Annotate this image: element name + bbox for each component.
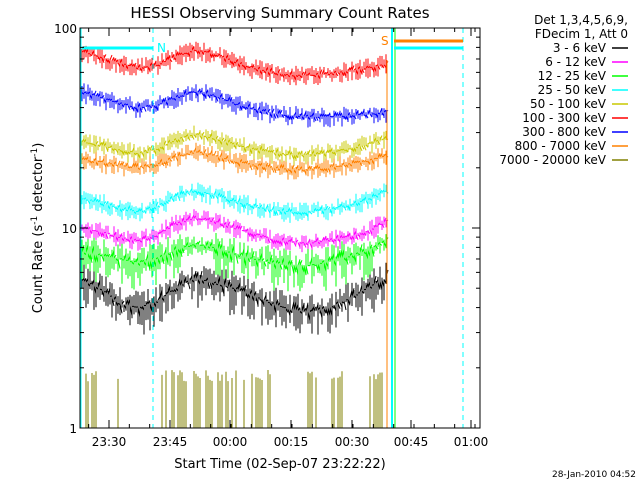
x-tick-label: 00:00 [213, 435, 248, 449]
y-tick-label: 10 [62, 222, 77, 236]
legend-label-50-100-kev: 50 - 100 keV [530, 97, 607, 111]
y-axis-label-part: Count Rate (s [31, 225, 46, 314]
y-tick-label: 100 [54, 22, 77, 36]
series-line-300-800-kev [81, 83, 389, 128]
legend-label-6-12-kev: 6 - 12 keV [545, 55, 607, 69]
legend-label-3-6-kev: 3 - 6 keV [553, 41, 607, 55]
y-axis-label-end: ) [31, 143, 46, 148]
plot-frame [79, 27, 481, 429]
x-tick-label: 01:00 [454, 435, 489, 449]
x-tick-label: 00:15 [274, 435, 309, 449]
legend-label-7000-20000-kev: 7000 - 20000 keV [499, 153, 606, 167]
legend-header-line2: FDecim 1, Att 0 [535, 27, 628, 41]
series-line-800-7000-kev [81, 142, 389, 180]
y-axis-label-sup: -1 [30, 216, 40, 225]
marker-label-n: N [157, 41, 166, 55]
x-axis-label: Start Time (02-Sep-07 23:22:22) [174, 457, 385, 472]
series-line-7000-20000-kev [85, 370, 383, 428]
legend-label-800-7000-kev: 800 - 7000 keV [515, 139, 607, 153]
x-tick-label: 23:30 [92, 435, 127, 449]
series-line-50-100-kev [81, 125, 389, 166]
marker-label-s: S [381, 34, 389, 48]
y-axis-label-sup2: -1 [30, 148, 40, 157]
plot-timestamp: 28-Jan-2010 04:52 [552, 470, 636, 480]
legend-label-12-25-kev: 12 - 25 keV [538, 69, 607, 83]
plot-series-group [81, 41, 389, 428]
series-line-25-50-kev [81, 182, 389, 223]
series-line-100-300-kev [81, 41, 389, 86]
y-tick-label: 1 [69, 422, 77, 436]
y-axis-label: Count Rate (s-1 detector-1) [30, 143, 46, 314]
legend-label-300-800-kev: 300 - 800 keV [522, 125, 606, 139]
x-tick-label: 23:45 [153, 435, 188, 449]
x-axis-ticks: 23:30 23:45 00:00 00:15 00:30 00:45 01:00 [88, 28, 489, 449]
x-tick-label: 00:30 [335, 435, 370, 449]
legend: Det 1,3,4,5,6,9, FDecim 1, Att 0 3 - 6 k… [499, 13, 628, 167]
x-tick-label: 00:45 [394, 435, 429, 449]
legend-header-line1: Det 1,3,4,5,6,9, [534, 13, 628, 27]
y-axis-label-part2: detector [31, 156, 46, 216]
legend-label-25-50-kev: 25 - 50 keV [538, 83, 607, 97]
chart-title: HESSI Observing Summary Count Rates [130, 4, 429, 22]
legend-label-100-300-kev: 100 - 300 keV [522, 111, 606, 125]
